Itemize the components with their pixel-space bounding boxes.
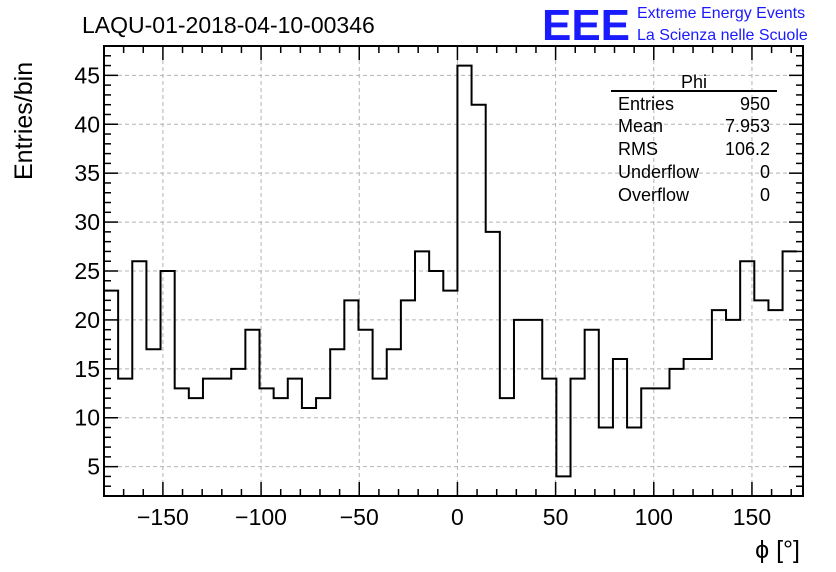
x-tick-label: −100 bbox=[235, 504, 287, 530]
histogram-bin bbox=[542, 379, 556, 496]
histogram-bin bbox=[217, 379, 231, 496]
x-tick-label: 50 bbox=[543, 504, 569, 530]
eee-logo-line2: La Scienza nelle Scuole bbox=[637, 27, 808, 44]
y-tick-label: 25 bbox=[74, 258, 100, 284]
y-tick-label: 35 bbox=[74, 160, 100, 186]
histogram-bin bbox=[288, 379, 302, 496]
histogram-bin bbox=[387, 349, 401, 496]
histogram-bin bbox=[613, 359, 627, 496]
histogram-bin bbox=[655, 388, 669, 496]
stats-rms-label: RMS bbox=[618, 139, 658, 159]
x-tick-label: −50 bbox=[340, 504, 379, 530]
stats-underflow-value: 0 bbox=[760, 162, 770, 182]
y-tick-label: 30 bbox=[74, 209, 100, 235]
histogram-bin bbox=[514, 320, 528, 496]
y-tick-label: 20 bbox=[74, 307, 100, 333]
histogram-bin bbox=[556, 476, 570, 496]
histogram-bin bbox=[585, 330, 599, 496]
y-tick-label: 5 bbox=[87, 454, 100, 480]
histogram-bin bbox=[118, 379, 132, 496]
stats-entries-label: Entries bbox=[618, 94, 674, 114]
histogram-bin bbox=[146, 349, 160, 496]
stats-mean-value: 7.953 bbox=[725, 116, 770, 136]
eee-logo-line1: Extreme Energy Events bbox=[637, 5, 805, 22]
histogram-bin bbox=[754, 300, 768, 496]
stats-underflow-label: Underflow bbox=[618, 162, 700, 182]
x-axis-ticks: −150 −100 −50 0 50 100 150 bbox=[122, 46, 792, 530]
y-axis-label: Entries/bin bbox=[10, 62, 38, 180]
histogram-bin bbox=[599, 428, 613, 496]
eee-logo-letters: EEE bbox=[542, 1, 630, 50]
y-axis-ticks: 5 10 15 20 25 30 35 40 45 bbox=[74, 55, 803, 487]
histogram-bin bbox=[203, 379, 217, 496]
histogram-bin bbox=[712, 310, 726, 496]
histogram-bin bbox=[472, 105, 486, 496]
histogram-bin bbox=[189, 398, 203, 496]
histogram-bin bbox=[457, 66, 471, 496]
eee-logo: EEE Extreme Energy Events La Scienza nel… bbox=[542, 1, 808, 50]
histogram-bin bbox=[132, 261, 146, 496]
histogram-bin bbox=[373, 379, 387, 496]
histogram-bin bbox=[783, 251, 797, 496]
stats-box: Phi Entries 950 Mean 7.953 RMS 106.2 Und… bbox=[611, 72, 777, 205]
stats-box-title: Phi bbox=[681, 72, 707, 92]
histogram-bin bbox=[500, 398, 514, 496]
histogram-bin bbox=[175, 388, 189, 496]
histogram-bin bbox=[641, 388, 655, 496]
histogram-bin bbox=[528, 320, 542, 496]
histogram-bin bbox=[104, 291, 118, 496]
histogram-bin bbox=[669, 369, 683, 496]
histogram-bin bbox=[684, 359, 698, 496]
histogram-bin bbox=[443, 291, 457, 496]
histogram-bin bbox=[726, 320, 740, 496]
x-tick-label: 100 bbox=[635, 504, 673, 530]
x-tick-label: 150 bbox=[733, 504, 771, 530]
x-axis-label: ϕ [°] bbox=[755, 536, 800, 564]
histogram-bin bbox=[415, 251, 429, 496]
histogram-bin bbox=[429, 271, 443, 496]
stats-rms-value: 106.2 bbox=[725, 139, 770, 159]
histogram-bin bbox=[358, 330, 372, 496]
histogram-bin bbox=[231, 369, 245, 496]
histogram-bin bbox=[245, 330, 259, 496]
histogram-bin bbox=[344, 300, 358, 496]
histogram-bin bbox=[486, 232, 500, 496]
histogram-bin bbox=[401, 300, 415, 496]
stats-mean-label: Mean bbox=[618, 116, 663, 136]
histogram-bin bbox=[627, 428, 641, 496]
stats-entries-value: 950 bbox=[740, 94, 770, 114]
stats-overflow-value: 0 bbox=[760, 185, 770, 205]
histogram-bin bbox=[740, 261, 754, 496]
histogram-bin bbox=[161, 271, 175, 496]
histogram-bin bbox=[302, 408, 316, 496]
y-tick-label: 45 bbox=[74, 62, 100, 88]
stats-overflow-label: Overflow bbox=[618, 185, 690, 205]
x-tick-label: −150 bbox=[137, 504, 189, 530]
histogram-line bbox=[104, 64, 797, 478]
x-tick-label: 0 bbox=[451, 504, 464, 530]
histogram-series bbox=[104, 64, 797, 496]
histogram-bin bbox=[768, 310, 782, 496]
histogram-bin bbox=[260, 388, 274, 496]
y-tick-label: 40 bbox=[74, 111, 100, 137]
chart-title: LAQU-01-2018-04-10-00346 bbox=[82, 12, 375, 38]
histogram-bin bbox=[571, 379, 585, 496]
y-tick-label: 10 bbox=[74, 405, 100, 431]
histogram-bin bbox=[316, 398, 330, 496]
histogram-bin bbox=[698, 359, 712, 496]
histogram-bin bbox=[274, 398, 288, 496]
y-tick-label: 15 bbox=[74, 356, 100, 382]
histogram-bin bbox=[330, 349, 344, 496]
